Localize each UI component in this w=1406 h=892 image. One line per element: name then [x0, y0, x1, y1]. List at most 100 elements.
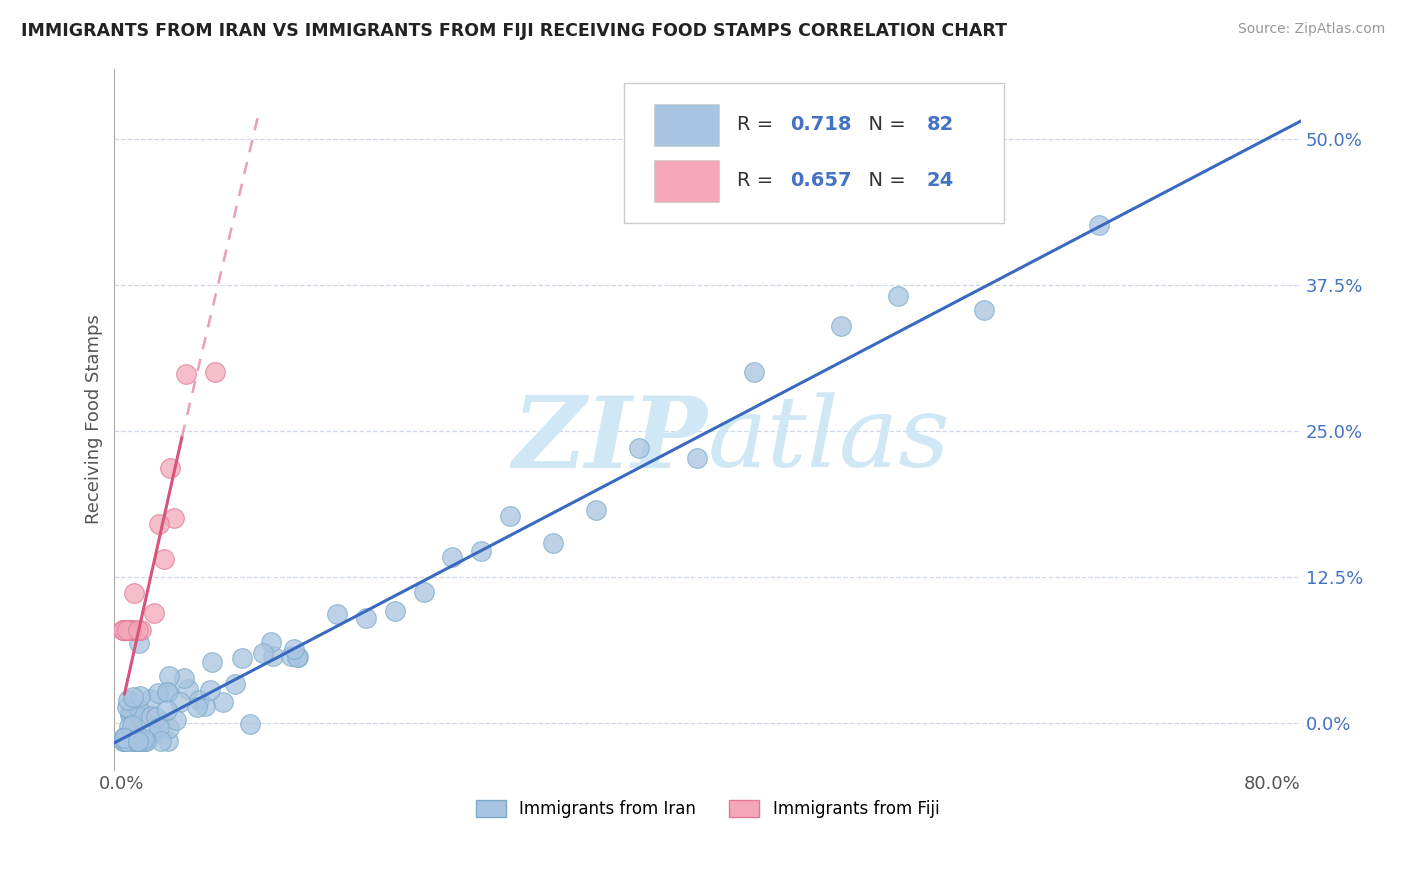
Point	[114, 733, 136, 747]
Point	[177, 682, 200, 697]
Point	[117, 623, 139, 637]
Point	[1088, 218, 1111, 232]
Point	[122, 586, 145, 600]
Point	[441, 549, 464, 564]
Point	[111, 623, 134, 637]
Point	[115, 623, 138, 637]
Text: 82: 82	[927, 115, 955, 134]
Point	[112, 731, 135, 745]
FancyBboxPatch shape	[624, 83, 1004, 223]
Point	[165, 713, 187, 727]
Point	[326, 607, 349, 621]
Point	[117, 623, 139, 637]
Point	[159, 461, 181, 475]
Point	[129, 623, 152, 637]
Point	[139, 692, 162, 706]
Point	[128, 709, 150, 723]
Point	[211, 695, 233, 709]
Point	[112, 733, 135, 747]
Point	[121, 706, 143, 720]
Point	[148, 714, 170, 729]
Point	[121, 719, 143, 733]
Point	[120, 623, 142, 637]
Point	[686, 451, 709, 466]
Point	[173, 671, 195, 685]
Point	[117, 693, 139, 707]
Point	[128, 733, 150, 747]
Point	[121, 718, 143, 732]
Point	[118, 623, 141, 637]
Point	[115, 733, 138, 747]
Point	[111, 623, 134, 637]
Point	[384, 604, 406, 618]
Point	[131, 733, 153, 747]
FancyBboxPatch shape	[654, 103, 720, 145]
Point	[111, 733, 134, 747]
Point	[541, 535, 564, 549]
Text: R =: R =	[737, 171, 780, 190]
FancyBboxPatch shape	[654, 160, 720, 202]
Point	[252, 647, 274, 661]
Point	[122, 733, 145, 747]
Point	[973, 302, 995, 317]
Point	[112, 623, 135, 637]
Point	[887, 289, 910, 303]
Point	[585, 503, 607, 517]
Point	[118, 719, 141, 733]
Point	[128, 702, 150, 716]
Point	[112, 731, 135, 746]
Point	[157, 668, 180, 682]
Point	[148, 516, 170, 531]
Point	[231, 651, 253, 665]
Point	[224, 677, 246, 691]
Text: atlas: atlas	[707, 392, 950, 488]
Y-axis label: Receiving Food Stamps: Receiving Food Stamps	[86, 314, 103, 524]
Point	[194, 699, 217, 714]
Point	[239, 716, 262, 731]
Point	[129, 690, 152, 704]
Point	[135, 733, 157, 747]
Point	[174, 367, 197, 381]
Point	[287, 650, 309, 665]
Point	[628, 441, 651, 455]
Text: 0.718: 0.718	[790, 115, 852, 134]
Point	[280, 648, 302, 663]
Point	[412, 584, 434, 599]
Text: IMMIGRANTS FROM IRAN VS IMMIGRANTS FROM FIJI RECEIVING FOOD STAMPS CORRELATION C: IMMIGRANTS FROM IRAN VS IMMIGRANTS FROM …	[21, 22, 1007, 40]
Point	[114, 733, 136, 747]
Point	[143, 607, 166, 621]
Point	[156, 685, 179, 699]
Point	[120, 708, 142, 723]
Point	[156, 733, 179, 747]
Point	[120, 623, 142, 637]
Point	[354, 610, 377, 624]
Text: ZIP: ZIP	[513, 392, 707, 489]
Point	[188, 693, 211, 707]
Point	[128, 636, 150, 650]
Point	[260, 634, 283, 648]
Point	[132, 731, 155, 746]
Point	[122, 623, 145, 637]
Point	[153, 551, 176, 566]
Point	[204, 366, 226, 380]
Point	[134, 733, 156, 747]
Point	[118, 623, 141, 637]
Point	[127, 733, 149, 747]
Point	[742, 365, 765, 379]
Point	[145, 709, 167, 723]
Point	[120, 705, 142, 719]
Text: N =: N =	[856, 115, 912, 134]
Point	[127, 623, 149, 637]
Point	[146, 686, 169, 700]
Point	[200, 655, 222, 669]
Point	[115, 623, 138, 637]
Point	[499, 508, 522, 523]
Point	[287, 650, 309, 665]
Point	[262, 649, 284, 664]
Legend: Immigrants from Iran, Immigrants from Fiji: Immigrants from Iran, Immigrants from Fi…	[470, 793, 946, 825]
Point	[186, 700, 208, 714]
Point	[125, 731, 148, 745]
Point	[127, 733, 149, 747]
Point	[148, 720, 170, 734]
Point	[139, 708, 162, 723]
